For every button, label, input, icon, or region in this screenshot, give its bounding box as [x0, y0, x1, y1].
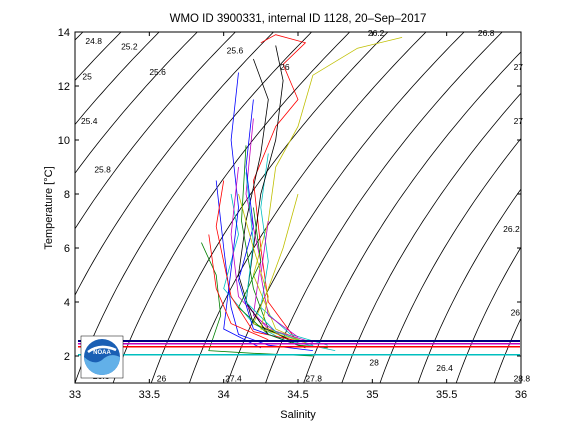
density-contour-15: [303, 51, 521, 383]
density-label-19: 26.4: [436, 363, 453, 373]
y-tick-label-6: 14: [58, 27, 70, 39]
density-contour-12: [188, 32, 427, 383]
density-label-3: 26: [157, 374, 167, 384]
density-label-12: 27: [514, 116, 524, 126]
y-tick-label-2: 6: [64, 243, 70, 255]
y-axis-ticks: 2 4 6 8 10 12 14: [58, 27, 521, 363]
y-tick-label-0: 2: [64, 351, 70, 363]
x-tick-label-2: 34: [218, 389, 230, 401]
density-label-9: 26.2: [368, 28, 385, 38]
density-label-8: 26: [280, 62, 290, 72]
profile-line-7: [223, 72, 261, 349]
profile-line-17: [245, 172, 314, 346]
x-tick-label-0: 33: [69, 389, 81, 401]
density-contour-16: [341, 92, 521, 383]
density-label-16: 27.4: [225, 374, 242, 384]
y-axis-label: Temperature [°C]: [43, 166, 55, 249]
density-label-20: 28.8: [514, 374, 531, 384]
profile-line-12: [252, 193, 299, 341]
x-tick-label-4: 35: [366, 389, 378, 401]
y-tick-label-5: 12: [58, 81, 70, 93]
density-contour-10: [112, 32, 351, 383]
density-label-11: 27: [514, 62, 524, 72]
density-label-17: 27.8: [305, 374, 322, 384]
density-contour-20: [493, 317, 521, 383]
density-contour-11: [150, 32, 389, 383]
y-tick-label-1: 4: [64, 297, 70, 309]
density-label-6: 25.8: [94, 164, 111, 174]
x-tick-label-5: 35.5: [436, 389, 457, 401]
density-contour-5: [75, 32, 160, 126]
density-label-7: 25.6: [227, 46, 244, 56]
density-contour-1: [0, 19, 20, 397]
chart-title: WMO ID 3900331, internal ID 1128, 20–Sep…: [170, 13, 427, 25]
profile-line-2: [252, 34, 307, 343]
x-axis-ticks: 33 33.5 34 34.5 35 35.5 36: [69, 32, 527, 401]
density-contour-9: [75, 32, 313, 383]
density-label-5: 25.4: [81, 116, 98, 126]
density-contour-6: [75, 32, 198, 174]
density-contour-19: [455, 246, 521, 383]
svg-text:NOAA: NOAA: [93, 350, 111, 356]
density-contour-18: [417, 188, 521, 383]
density-label-18: 28: [369, 357, 379, 367]
density-contour-13: [227, 32, 465, 383]
density-contour-7: [75, 32, 236, 230]
density-label-13: 26.2: [503, 224, 520, 234]
density-contour-labels: 24.8 25.2 25.6 26 25 25.4 25.8 25.6 26 26.2 26.8 27…: [81, 28, 530, 384]
profile-line-11: [230, 166, 314, 343]
profile-line-16: [208, 234, 269, 341]
plot-area: [74, 31, 522, 384]
x-tick-label-6: 36: [515, 389, 527, 401]
density-label-10: 26.8: [478, 28, 495, 38]
y-tick-label-4: 10: [58, 135, 70, 147]
x-tick-label-3: 34.5: [287, 389, 308, 401]
x-axis-label: Salinity: [280, 409, 316, 421]
x-tick-label-1: 33.5: [139, 389, 160, 401]
density-label-0: 24.8: [85, 36, 102, 46]
profile-line-18: [260, 220, 299, 338]
profile-line-5: [252, 37, 403, 343]
profile-line-10: [260, 153, 328, 346]
y-tick-label-3: 8: [64, 189, 70, 201]
density-label-2: 25.6: [149, 67, 166, 77]
density-contour-17: [379, 137, 521, 383]
profile-line-19: [238, 193, 306, 343]
density-label-4: 25: [82, 71, 92, 81]
profile-line-15: [238, 207, 306, 349]
noaa-logo: NOAA: [78, 335, 520, 379]
density-label-1: 25.2: [121, 42, 138, 52]
profile-line-14: [238, 99, 299, 346]
density-contour-8: [75, 32, 275, 296]
density-contours: [0, 19, 521, 397]
density-label-14: 26: [511, 308, 521, 318]
